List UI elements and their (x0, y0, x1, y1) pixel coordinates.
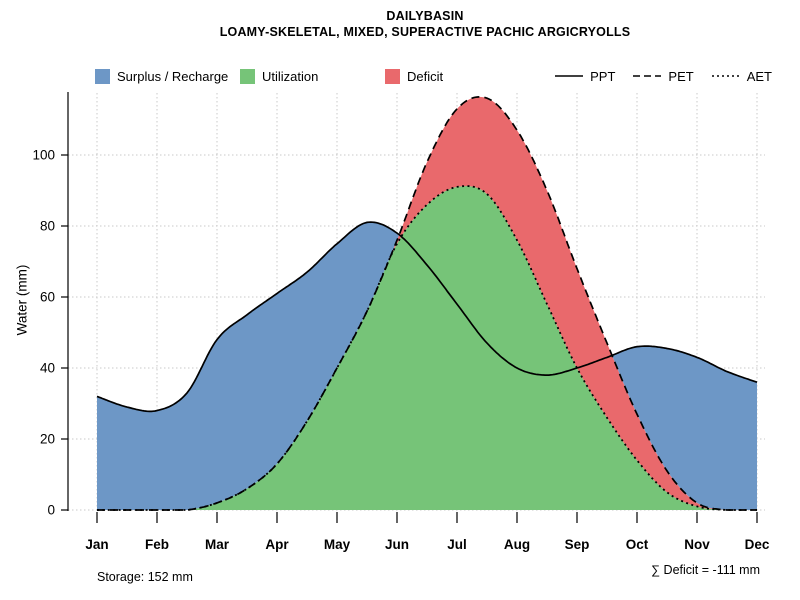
chart-title: DAILYBASIN (386, 9, 464, 23)
utilization-swatch-icon (240, 68, 255, 84)
deficit-swatch-icon (385, 68, 400, 84)
x-tick-label: Apr (265, 537, 289, 552)
deficit-area (391, 96, 726, 510)
surplus-recharge-area (97, 222, 399, 510)
legend-item-deficit: Deficit (385, 68, 530, 84)
x-tick-label: May (324, 537, 351, 552)
x-tick-label: Jun (385, 537, 409, 552)
x-tick-label: Mar (205, 537, 230, 552)
x-tick-label: Oct (626, 537, 649, 552)
x-tick-label: Aug (504, 537, 530, 552)
y-tick-label: 0 (47, 503, 55, 518)
legend-label-aet: AET (746, 68, 772, 84)
legend-item-surplus: Surplus / Recharge (95, 68, 240, 84)
legend-label-surplus: Surplus / Recharge (117, 68, 229, 84)
surplus-recharge-area (612, 346, 757, 510)
x-tick-label: Dec (745, 537, 770, 552)
legend: Surplus / Recharge Utilization Deficit P… (95, 66, 772, 86)
legend-item-ppt: PPT (555, 69, 615, 84)
ppt-line (96, 221, 758, 413)
legend-label-ppt: PPT (590, 68, 616, 84)
pet-line (97, 96, 757, 511)
y-tick-label: 20 (40, 432, 55, 447)
legend-label-pet: PET (668, 68, 694, 84)
y-tick-label: 100 (32, 148, 55, 163)
chart-subtitle: LOAMY-SKELETAL, MIXED, SUPERACTIVE PACHI… (219, 25, 631, 39)
legend-label-deficit: Deficit (407, 68, 444, 84)
solid-line-icon (555, 75, 584, 77)
legend-item-utilization: Utilization (240, 68, 385, 84)
legend-line-group: PPT PET AET (555, 69, 772, 84)
storage-annotation: Storage: 152 mm (97, 570, 193, 584)
y-tick-label: 40 (40, 361, 55, 376)
dashed-line-icon (633, 75, 662, 77)
legend-item-aet: AET (711, 68, 772, 84)
utilization-area (188, 186, 726, 510)
x-tick-label: Jan (85, 537, 108, 552)
x-tick-label: Nov (684, 537, 710, 552)
surplus-swatch-icon (95, 68, 110, 84)
x-tick-label: Feb (145, 537, 169, 552)
legend-label-utilization: Utilization (262, 68, 319, 84)
y-tick-label: 60 (40, 290, 55, 305)
legend-item-pet: PET (633, 68, 694, 84)
y-tick-label: 80 (40, 219, 55, 234)
x-tick-label: Sep (565, 537, 590, 552)
x-tick-label: Jul (447, 537, 467, 552)
deficit-sum-annotation: ∑ Deficit = -111 mm (651, 563, 760, 577)
